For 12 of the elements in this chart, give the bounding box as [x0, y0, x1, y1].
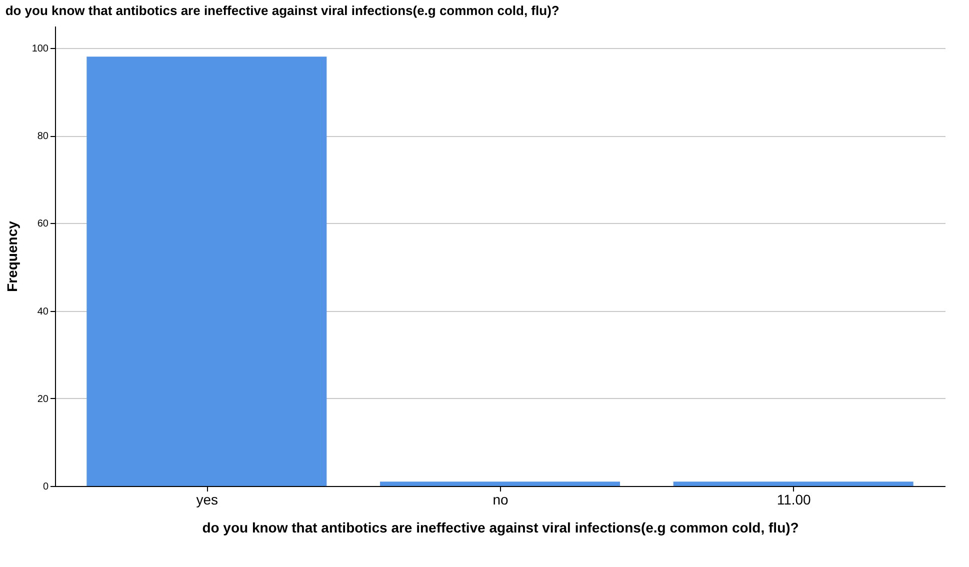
y-tick-label: 0 — [42, 482, 49, 492]
x-tick-label: no — [492, 492, 508, 508]
y-tick-label: 100 — [32, 43, 49, 54]
x-tick-label: yes — [196, 492, 218, 508]
y-tick-label: 20 — [37, 394, 49, 405]
y-tick-label: 80 — [37, 131, 49, 142]
y-tick-label: 40 — [37, 306, 49, 318]
x-tick-label: 11.00 — [776, 492, 812, 508]
x-axis-title: do you know that antibotics are ineffective against viral infections(e.g common cold, flu)? — [202, 520, 799, 536]
y-tick-label: 60 — [37, 218, 49, 230]
y-axis-title: Frequency — [4, 220, 20, 292]
chart-title: do you know that antibotics are ineffective against viral infections(e.g common cold, flu)? — [5, 3, 560, 18]
